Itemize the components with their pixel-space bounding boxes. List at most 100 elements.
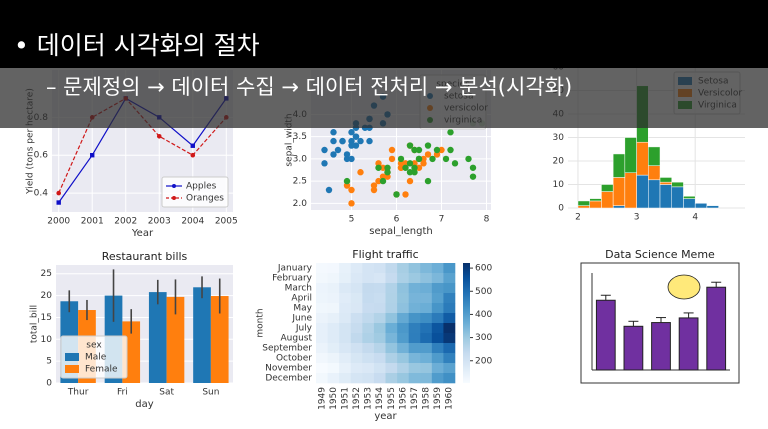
heatmap-cell bbox=[362, 353, 375, 364]
y-tick-label: 2.5 bbox=[293, 177, 307, 187]
scatter-point bbox=[465, 155, 472, 163]
histogram-bar bbox=[601, 184, 614, 192]
heatmap-cell bbox=[327, 333, 340, 344]
slide-title: • 데이터 시각화의 절차 bbox=[14, 31, 260, 60]
heatmap-cell bbox=[339, 303, 352, 314]
heatmap-cell bbox=[339, 323, 352, 334]
heatmap-cell bbox=[350, 363, 363, 374]
heatmap-cell bbox=[443, 353, 456, 364]
heatmap-cell bbox=[316, 263, 328, 274]
heatmap-cell bbox=[443, 343, 456, 354]
y-tick-label: 0 bbox=[46, 379, 52, 389]
heatmap-cell bbox=[408, 263, 421, 274]
heatmap-cell bbox=[385, 293, 398, 304]
point-marker bbox=[90, 153, 95, 158]
x-tick-label: 2005 bbox=[215, 217, 238, 227]
y-tick-label: 0.4 bbox=[34, 189, 49, 199]
heatmap-cell bbox=[431, 343, 444, 354]
x-tick-label: 7 bbox=[439, 215, 445, 225]
point-marker bbox=[190, 143, 195, 148]
heatmap-cell bbox=[408, 333, 421, 344]
heatmap-cell bbox=[443, 373, 456, 384]
x-tick-label: 1954 bbox=[375, 387, 385, 410]
heatmap-cell bbox=[327, 283, 340, 294]
x-tick-label: 1951 bbox=[340, 387, 350, 410]
bar bbox=[678, 317, 699, 371]
x-tick-label: 1958 bbox=[422, 387, 432, 410]
heatmap-cell bbox=[420, 313, 433, 324]
legend-label: Apples bbox=[186, 182, 217, 192]
heatmap-cell bbox=[339, 263, 352, 274]
heatmap-cell bbox=[431, 263, 444, 274]
scatter-point bbox=[375, 177, 382, 185]
heatmap-cell bbox=[373, 273, 386, 284]
heatmap-cell bbox=[397, 273, 409, 284]
histogram-bar bbox=[694, 203, 708, 209]
y-tick-label: November bbox=[265, 364, 312, 374]
scatter-point bbox=[384, 164, 391, 171]
scatter-point bbox=[379, 173, 387, 180]
scatter-point bbox=[348, 129, 355, 136]
histogram-bar bbox=[612, 153, 626, 178]
y-axis-label: total_bill bbox=[30, 305, 40, 343]
heatmap-cell bbox=[397, 353, 409, 364]
scatter-point bbox=[321, 160, 328, 167]
scatter-point bbox=[402, 160, 409, 167]
y-tick-label: 3.5 bbox=[293, 132, 307, 142]
legend-label: Oranges bbox=[186, 194, 224, 204]
point-marker bbox=[56, 190, 62, 196]
x-tick-label: 2002 bbox=[114, 217, 137, 227]
y-tick-label: 20 bbox=[553, 157, 565, 167]
heatmap-cell bbox=[327, 353, 340, 364]
heatmap-cell bbox=[327, 303, 340, 314]
scatter-point bbox=[388, 155, 396, 163]
scatter-point bbox=[352, 133, 360, 140]
colorbar bbox=[463, 263, 470, 383]
x-tick-label: Sat bbox=[159, 388, 174, 398]
legend-swatch bbox=[65, 365, 79, 373]
heatmap-cell bbox=[350, 353, 363, 364]
heatmap-cell bbox=[362, 343, 375, 354]
scatter-point bbox=[469, 173, 477, 180]
x-tick-label: 2000 bbox=[47, 217, 70, 227]
histogram-bar bbox=[648, 179, 661, 209]
heatmap-cell bbox=[339, 313, 352, 324]
x-tick-label: 1953 bbox=[364, 387, 374, 410]
y-tick-label: 3.0 bbox=[293, 154, 308, 164]
y-tick-label: May bbox=[293, 304, 312, 314]
heatmap-cell bbox=[327, 313, 340, 324]
bar bbox=[148, 292, 167, 383]
histogram-bar bbox=[589, 198, 602, 202]
scatter-point bbox=[370, 182, 378, 189]
histogram-bar bbox=[648, 146, 661, 166]
histogram-bar bbox=[648, 165, 661, 181]
heatmap-cell bbox=[373, 283, 386, 294]
heatmap-cell bbox=[431, 293, 444, 304]
heatmap-cell bbox=[431, 353, 444, 364]
scatter-point bbox=[343, 177, 351, 185]
point-marker bbox=[56, 200, 61, 205]
scatter-point bbox=[352, 142, 360, 149]
heatmap-cell bbox=[316, 333, 328, 344]
heatmap-cell bbox=[373, 293, 386, 304]
x-tick-label: 2001 bbox=[81, 217, 104, 227]
scatter-point bbox=[438, 146, 445, 154]
scatter-point bbox=[330, 129, 337, 136]
histogram-bar bbox=[624, 137, 637, 173]
heatmap-cell bbox=[408, 363, 421, 374]
chart-title: Restaurant bills bbox=[102, 250, 188, 263]
colorbar-tick-label: 300 bbox=[475, 333, 492, 343]
histogram-bar bbox=[601, 191, 614, 209]
heatmap-cell bbox=[420, 293, 433, 304]
bar bbox=[706, 286, 727, 371]
histogram-bar bbox=[671, 186, 684, 209]
heatmap-cell bbox=[339, 333, 352, 344]
heatmap-cell bbox=[443, 363, 456, 374]
heatmap-cell bbox=[443, 303, 456, 314]
legend-swatch bbox=[65, 353, 79, 361]
histogram-bar bbox=[636, 174, 649, 209]
histogram-bar bbox=[706, 205, 719, 209]
heatmap-cell bbox=[397, 263, 409, 274]
heatmap-cell bbox=[397, 313, 409, 324]
